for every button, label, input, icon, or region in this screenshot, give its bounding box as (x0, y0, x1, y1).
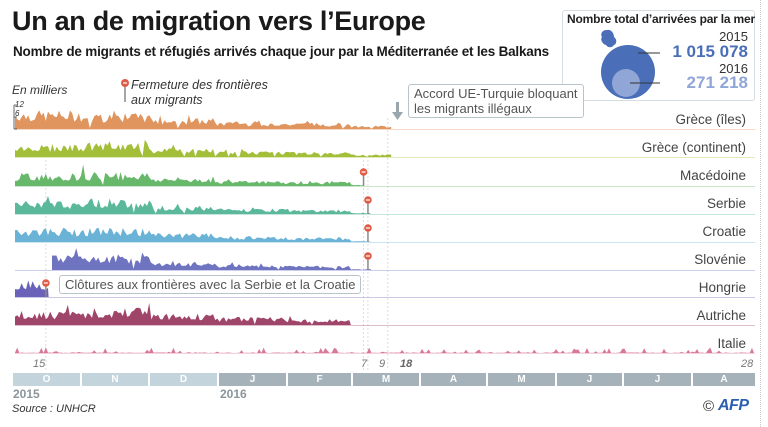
month-jan: J (219, 373, 286, 386)
legend-value-2015: 1 015 078 (672, 42, 748, 61)
row-label-autriche: Autriche (696, 308, 746, 323)
legend-value-2016: 271 218 (686, 73, 748, 92)
year-label-2016: 2016 (220, 387, 247, 401)
border-closure-marker-2 (359, 168, 368, 186)
month-jul: J (624, 373, 691, 386)
row-label-hongrie: Hongrie (698, 280, 746, 295)
month-feb: F (288, 373, 351, 386)
legend-year-2016: 2016 (719, 61, 748, 76)
row-label-croatie: Croatie (702, 224, 746, 239)
row-label-grece-continent: Grèce (continent) (641, 140, 746, 155)
area-series-3 (15, 196, 372, 214)
unit-label: En milliers (12, 83, 68, 97)
page-title: Un an de migration vers l’Europe (12, 6, 426, 36)
row-label-slovenie: Slovénie (694, 252, 746, 267)
border-closure-marker-3 (364, 196, 372, 214)
month-apr: A (421, 373, 486, 386)
area-series-4 (15, 227, 372, 242)
y-axis-scale (13, 104, 17, 130)
fences-callout: Clôtures aux frontières avec la Serbie e… (59, 275, 362, 294)
row-label-macedoine: Macédoine (679, 168, 746, 183)
eu-turkey-callout: Accord UE-Turquie bloquant les migrants … (408, 84, 584, 118)
area-series-8 (15, 347, 754, 353)
eu-turkey-line-2: les migrants illégaux (414, 101, 532, 116)
area-series-5 (52, 248, 372, 270)
border-closure-marker-4 (364, 224, 372, 242)
border-closure-annotation: Fermeture des frontières aux migrants (131, 78, 268, 108)
ytick-12: 12 (15, 100, 24, 109)
month-mar: M (353, 373, 419, 386)
area-series-2 (15, 164, 365, 186)
europe-map-icon (601, 29, 617, 48)
eu-turkey-line-1: Accord UE-Turquie bloquant (414, 86, 578, 101)
total-arrivals-legend (562, 10, 755, 101)
source-label: Source : UNHCR (12, 403, 96, 415)
area-series-7 (15, 302, 351, 325)
month-jun: J (557, 373, 622, 386)
date-label-mar-18: 18 (400, 358, 413, 370)
date-label-aug-28: 28 (741, 358, 754, 370)
bubble-2016 (612, 69, 640, 97)
month-dec: D (150, 373, 217, 386)
month-nov: N (82, 373, 148, 386)
afp-logo: AFP (718, 397, 749, 414)
row-label-grece-iles: Grèce (îles) (675, 112, 746, 127)
legend-title: Nombre total d’arrivées par la mer (567, 12, 755, 26)
date-label-oct-15: 15 (33, 358, 46, 370)
date-label-mar-7: 7 (361, 358, 368, 370)
legend-year-2015: 2015 (719, 29, 748, 44)
month-may: M (488, 373, 555, 386)
month-aug: A (693, 373, 755, 386)
border-closure-marker-6 (42, 279, 50, 297)
right-edge-divider (760, 0, 762, 427)
page-subtitle: Nombre de migrants et réfugiés arrivés c… (13, 44, 549, 59)
date-label-mar-9: 9 (379, 358, 386, 370)
area-series-6 (15, 280, 49, 297)
ytick-6: 6 (15, 109, 20, 118)
border-closure-line-2: aux migrants (131, 93, 203, 107)
area-series-0 (15, 110, 392, 129)
copyright-icon: © (703, 398, 715, 415)
month-oct: O (13, 373, 80, 386)
arrivals-bubbles (601, 29, 660, 99)
area-series-1 (15, 139, 392, 157)
closure-pin-legend (121, 79, 129, 102)
row-label-italie: Italie (717, 336, 746, 351)
arrow-down-icon (392, 102, 403, 120)
year-label-2015: 2015 (13, 387, 40, 401)
row-label-serbie: Serbie (706, 196, 746, 211)
border-closure-marker-5 (364, 252, 372, 270)
border-closure-line-1: Fermeture des frontières (131, 78, 268, 92)
